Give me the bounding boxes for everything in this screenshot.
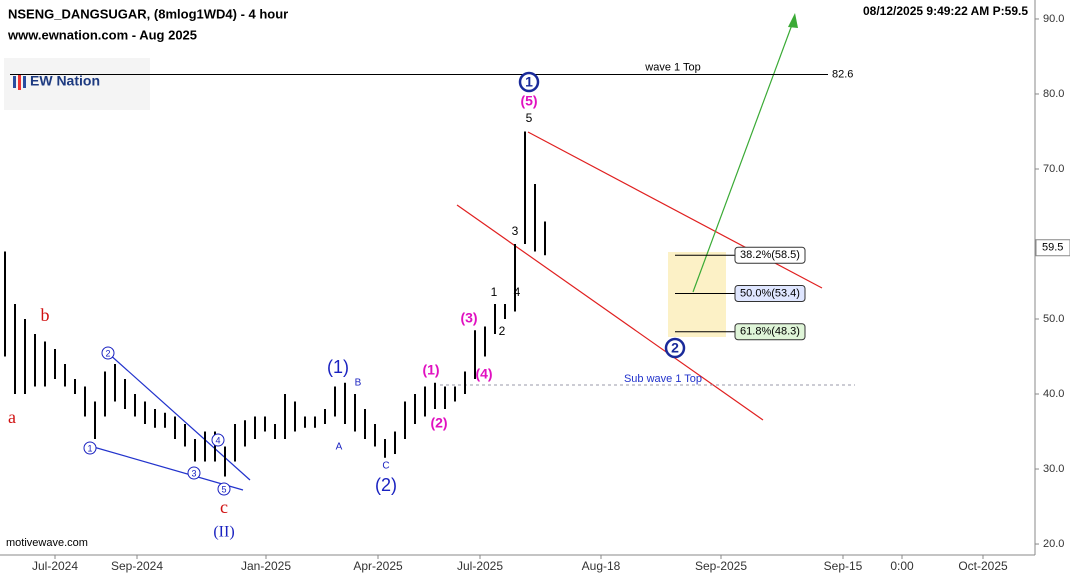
wave-label: 2 — [499, 324, 506, 338]
wave-circle — [211, 433, 225, 447]
wave-label: a — [8, 407, 16, 427]
fib-box — [734, 323, 806, 341]
wave-label: 4 — [514, 285, 521, 299]
y-tick-label: 80.0 — [1043, 88, 1064, 100]
y-tick-label: 70.0 — [1043, 163, 1064, 175]
wedge-upper — [107, 352, 251, 481]
fib-label: 61.8%(48.3) — [740, 326, 800, 338]
wave-label: 4 — [215, 435, 220, 445]
fib-label: 38.2%(58.5) — [740, 249, 800, 261]
x-tick-label: Apr-2025 — [353, 559, 403, 573]
wave-label: 1 — [87, 443, 92, 453]
wave-label: C — [382, 461, 389, 472]
y-tick-label: 90.0 — [1043, 13, 1064, 25]
wave-circle — [187, 466, 201, 480]
wave-label: 2 — [105, 348, 110, 358]
chart-subtitle: www.ewnation.com - Aug 2025 — [7, 27, 197, 42]
arrow-head — [788, 13, 798, 28]
x-tick-label: Jul-2025 — [457, 559, 503, 573]
wave-label: (2) — [375, 475, 397, 495]
logo-icon — [13, 74, 26, 90]
top-level-value: 82.6 — [832, 68, 853, 80]
wave-circle — [518, 71, 540, 93]
x-tick-label: Sep-2024 — [111, 559, 163, 573]
wave-label: (II) — [213, 524, 234, 541]
y-tick-label: 30.0 — [1043, 463, 1064, 475]
wave-label: 1 — [525, 74, 533, 90]
wave-label: 1 — [491, 285, 498, 299]
fib-box — [734, 246, 806, 264]
wave-circle — [101, 346, 115, 360]
y-tick-label: 50.0 — [1043, 313, 1064, 325]
wave-label: c — [220, 497, 228, 517]
target-zone — [668, 252, 726, 337]
logo-box — [4, 58, 150, 110]
wave-label: (3) — [460, 310, 477, 326]
channel-lower — [456, 204, 764, 421]
wave-label: (4) — [475, 366, 492, 382]
wedge-lower — [89, 445, 244, 491]
chart-title: NSENG_DANGSUGAR, (8mlog1WD4) - 4 hour — [8, 6, 288, 21]
wave-circle — [83, 441, 97, 455]
logo-text: EW Nation — [30, 73, 100, 89]
sub-level-label: Sub wave 1 Top — [624, 373, 702, 385]
x-tick-label: Jan-2025 — [241, 559, 291, 573]
wave-label: A — [336, 442, 343, 453]
wave-label: (2) — [430, 415, 447, 431]
x-tick-label: Aug-18 — [582, 559, 621, 573]
wave-label: 5 — [221, 484, 226, 494]
wave-label: 5 — [526, 111, 533, 125]
wave-label: (1) — [327, 357, 349, 377]
wave-circle — [664, 337, 686, 359]
fib-box — [734, 285, 806, 303]
wave-circle — [217, 482, 231, 496]
x-tick-label: Oct-2025 — [958, 559, 1008, 573]
x-tick-label: Sep-2025 — [695, 559, 747, 573]
wave-label: 3 — [512, 224, 519, 238]
wave-label: B — [355, 378, 362, 389]
y-tick-label: 20.0 — [1043, 538, 1064, 550]
wave-label: 3 — [191, 468, 196, 478]
last-price-box — [1035, 239, 1070, 257]
x-tick-label: Jul-2024 — [32, 559, 78, 573]
watermark: motivewave.com — [6, 537, 88, 549]
wave-label: (1) — [422, 362, 439, 378]
wave-label: 2 — [671, 340, 679, 356]
x-tick-label: 0:00 — [890, 559, 914, 573]
wave-label: (5) — [520, 93, 537, 109]
projection-arrow — [692, 21, 794, 293]
wave-label: b — [41, 305, 50, 325]
top-level-label: wave 1 Top — [644, 61, 700, 73]
x-tick-label: Sep-15 — [824, 559, 863, 573]
y-tick-label: 40.0 — [1043, 388, 1064, 400]
last-price-label: 59.5 — [1042, 242, 1063, 254]
fib-label: 50.0%(53.4) — [740, 287, 800, 299]
timestamp: 08/12/2025 9:49:22 AM P:59.5 — [863, 4, 1028, 18]
